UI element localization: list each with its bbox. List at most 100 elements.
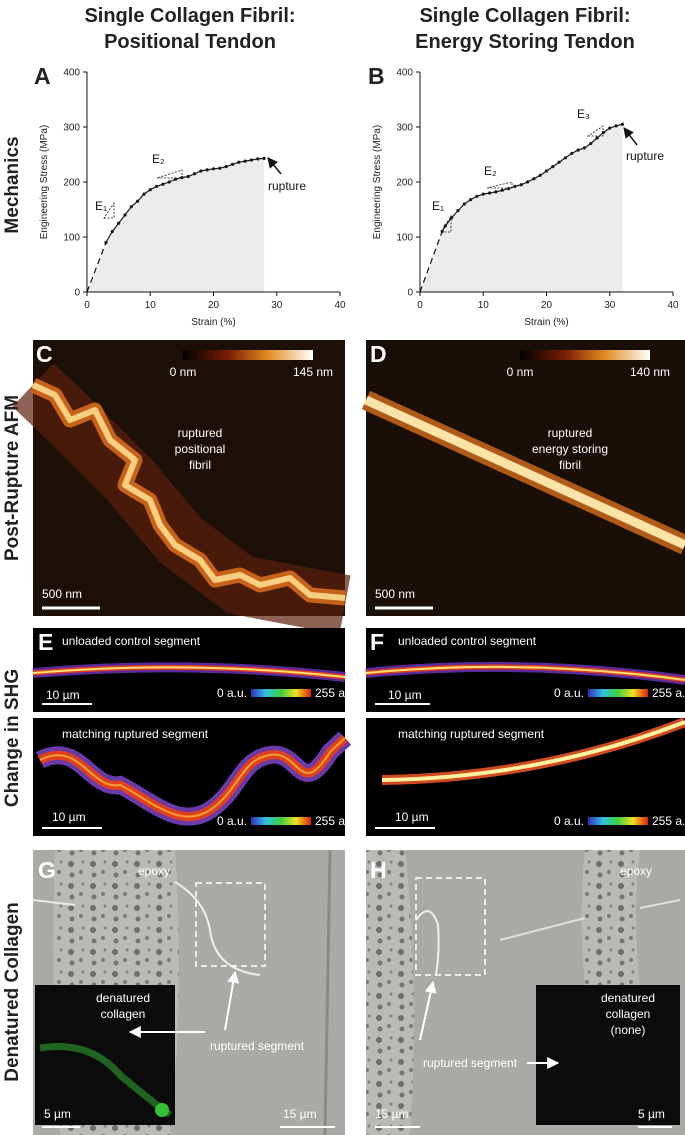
data-point bbox=[161, 182, 165, 186]
data-point bbox=[129, 205, 133, 209]
slope-triangle bbox=[440, 214, 452, 233]
data-point bbox=[142, 192, 146, 196]
column-title: Energy Storing Tendon bbox=[415, 31, 635, 53]
panel-letter: F bbox=[370, 629, 384, 655]
shg-image bbox=[32, 628, 352, 836]
y-tick-label: 0 bbox=[74, 288, 80, 299]
x-tick-label: 20 bbox=[541, 300, 553, 311]
annotation: E₂ bbox=[484, 164, 497, 178]
row-label: Mechanics bbox=[2, 136, 23, 233]
scale-bar-label: 15 µm bbox=[375, 1107, 409, 1121]
scale-bar-label: 5 µm bbox=[638, 1107, 665, 1121]
annotation: ruptured segment bbox=[210, 1039, 305, 1053]
annotation: energy storing bbox=[532, 442, 608, 456]
scale-bar-label: 10 µm bbox=[395, 810, 429, 824]
data-point bbox=[595, 136, 599, 140]
colorbar-label: 0 a.u. bbox=[217, 814, 247, 828]
data-point bbox=[601, 130, 606, 135]
annotation: matching ruptured segment bbox=[398, 727, 545, 741]
data-point bbox=[532, 177, 536, 181]
data-point bbox=[136, 199, 140, 203]
row-label: Denatured Collagen bbox=[2, 902, 23, 1081]
data-point bbox=[544, 169, 549, 173]
rupture-arrow bbox=[623, 127, 638, 146]
afm-image bbox=[12, 340, 351, 635]
annotation: collagen bbox=[606, 1007, 651, 1021]
scale-bar-label: 10 µm bbox=[46, 688, 80, 702]
data-point bbox=[513, 184, 517, 188]
data-point bbox=[487, 191, 492, 195]
data-point bbox=[262, 156, 266, 160]
data-point bbox=[167, 180, 171, 184]
data-point bbox=[557, 160, 561, 164]
data-point bbox=[117, 221, 121, 225]
annotation: fibril bbox=[189, 458, 211, 472]
column-title: Single Collagen Fibril: bbox=[84, 5, 295, 27]
slope-triangle bbox=[156, 169, 183, 179]
data-point bbox=[608, 126, 612, 130]
colorbar-label: 0 a.u. bbox=[554, 814, 584, 828]
annotation: matching ruptured segment bbox=[62, 727, 209, 741]
annotation: denatured bbox=[96, 991, 150, 1005]
toe-extrapolation bbox=[86, 242, 107, 293]
data-point bbox=[192, 172, 197, 176]
data-point bbox=[218, 166, 222, 170]
annotation: ruptured segment bbox=[423, 1056, 518, 1070]
colorbar-label: 0 a.u. bbox=[554, 686, 584, 700]
data-point bbox=[154, 184, 159, 188]
annotation: epoxy bbox=[138, 864, 170, 878]
x-axis-label: Strain (%) bbox=[191, 317, 235, 328]
y-tick-label: 0 bbox=[407, 288, 413, 299]
row-label: Post-Rupture AFM bbox=[2, 395, 23, 561]
data-point bbox=[123, 213, 127, 217]
afm-image bbox=[361, 340, 685, 616]
panel-letter: E bbox=[38, 629, 53, 655]
data-point bbox=[469, 198, 473, 202]
annotation: unloaded control segment bbox=[62, 634, 201, 648]
data-point bbox=[230, 162, 235, 166]
panel-letter: D bbox=[370, 341, 387, 367]
y-axis-label: Engineering Stress (MPa) bbox=[372, 125, 383, 240]
y-axis-label: Engineering Stress (MPa) bbox=[39, 125, 50, 240]
annotation: ruptured bbox=[178, 426, 223, 440]
y-tick-label: 200 bbox=[396, 178, 413, 189]
annotation: E₁ bbox=[432, 199, 444, 213]
data-point bbox=[205, 168, 209, 172]
annotation: epoxy bbox=[620, 864, 652, 878]
slope-triangle bbox=[103, 201, 115, 219]
data-point bbox=[211, 167, 216, 171]
microscopy-image bbox=[366, 850, 685, 1135]
colorbar-label: 255 a.u. bbox=[315, 686, 358, 700]
panel-letter: G bbox=[38, 857, 56, 883]
annotation: E₂ bbox=[152, 152, 165, 166]
annotation: rupture bbox=[626, 149, 664, 163]
x-tick-label: 0 bbox=[84, 300, 90, 311]
x-tick-label: 20 bbox=[208, 300, 220, 311]
x-tick-label: 10 bbox=[478, 300, 490, 311]
row-label: Change in SHG bbox=[2, 669, 23, 807]
data-point bbox=[620, 122, 625, 126]
y-tick-label: 300 bbox=[396, 123, 413, 134]
data-point bbox=[475, 194, 479, 198]
slope-triangle bbox=[586, 125, 604, 137]
data-point bbox=[563, 156, 568, 160]
data-point bbox=[237, 160, 241, 164]
data-point bbox=[614, 124, 618, 128]
colorbar-label: 255 a.u. bbox=[652, 814, 685, 828]
panel-letter: B bbox=[368, 63, 385, 89]
data-point bbox=[110, 229, 114, 234]
data-point bbox=[494, 190, 498, 194]
column-title: Single Collagen Fibril: bbox=[419, 5, 630, 27]
scale-bar-label: 500 nm bbox=[42, 587, 82, 601]
data-point bbox=[224, 165, 228, 169]
data-point bbox=[570, 151, 574, 155]
scale-bar-label: 15 µm bbox=[283, 1107, 317, 1121]
annotation: collagen bbox=[101, 1007, 146, 1021]
colorbar-label: 140 nm bbox=[630, 365, 670, 379]
data-point bbox=[199, 169, 203, 173]
scale-bar-label: 10 µm bbox=[388, 688, 422, 702]
rupture-arrow bbox=[267, 157, 282, 175]
data-point bbox=[538, 173, 542, 177]
scale-bar-label: 5 µm bbox=[44, 1107, 71, 1121]
